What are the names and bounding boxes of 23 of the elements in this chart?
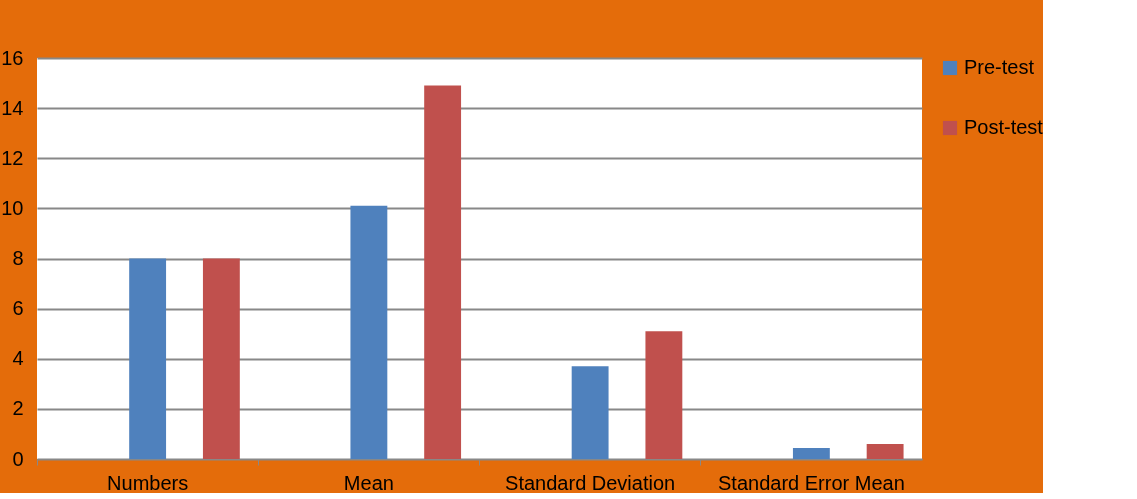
x-tick-label: Standard Error Mean xyxy=(717,471,905,494)
legend-label: Pre-test xyxy=(964,56,1035,78)
y-tick-label: 0 xyxy=(12,447,24,470)
bar xyxy=(129,258,167,459)
bar xyxy=(350,205,388,459)
x-tick-label: Standard Deviation xyxy=(505,471,676,494)
bar xyxy=(424,85,462,459)
bar xyxy=(571,366,609,459)
y-tick-label: 10 xyxy=(1,196,24,219)
bar xyxy=(645,331,683,459)
y-tick-label: 8 xyxy=(12,247,24,269)
y-tick-label: 14 xyxy=(1,96,24,119)
bar xyxy=(866,443,904,459)
bar xyxy=(792,447,830,459)
bar xyxy=(202,258,240,459)
y-tick-label: 4 xyxy=(12,347,24,370)
x-tick-label: Mean xyxy=(343,471,394,494)
y-tick-label: 16 xyxy=(1,46,24,69)
y-tick-label: 6 xyxy=(12,297,24,320)
y-tick-label: 12 xyxy=(1,146,24,169)
legend-label: Post-test xyxy=(964,116,1044,138)
y-tick-label: 2 xyxy=(12,397,24,420)
x-tick-label: Numbers xyxy=(107,471,189,494)
